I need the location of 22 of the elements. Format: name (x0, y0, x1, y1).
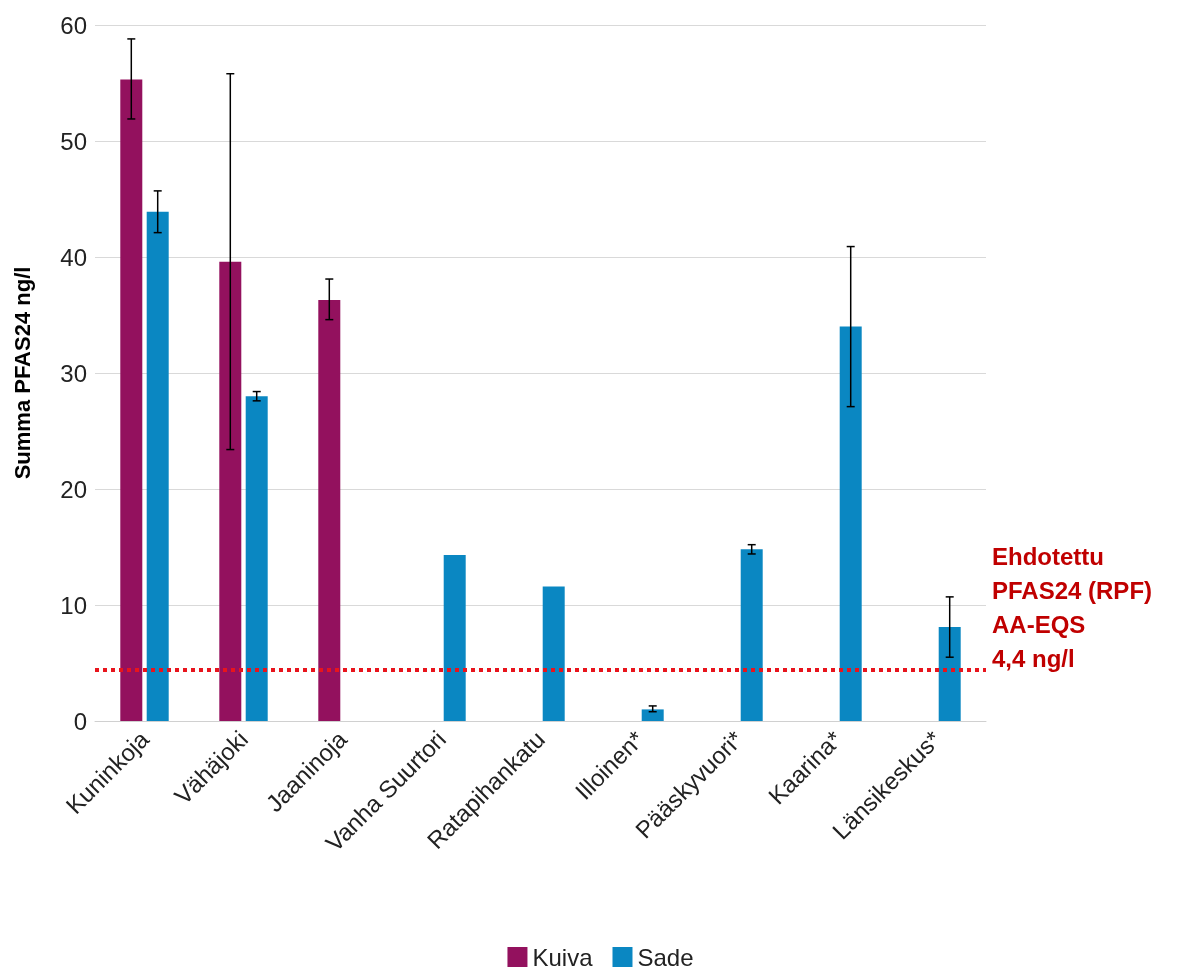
bar (641, 709, 664, 721)
y-tick-label: 30 (60, 359, 87, 387)
bar (740, 549, 763, 721)
y-tick-label: 60 (60, 11, 87, 39)
y-tick-label: 50 (60, 127, 87, 155)
y-tick-label: 10 (60, 591, 87, 619)
y-tick-label: 20 (60, 475, 87, 503)
bar (542, 586, 565, 721)
legend-label: Sade (637, 943, 694, 971)
y-axis-title: Summa PFAS24 ng/l (9, 266, 35, 480)
bar (443, 555, 466, 721)
y-tick-label: 0 (73, 707, 87, 735)
bar (120, 79, 143, 721)
ref-line-label: Ehdotettu PFAS24 (RPF) AA-EQS 4,4 ng/l (992, 543, 1153, 673)
bar (839, 326, 862, 721)
bar (219, 261, 242, 721)
bar (318, 299, 341, 721)
bar (938, 627, 961, 721)
bar (245, 396, 268, 721)
legend-label: Kuiva (532, 943, 594, 971)
y-tick-label: 40 (60, 243, 87, 271)
bar (146, 211, 169, 721)
